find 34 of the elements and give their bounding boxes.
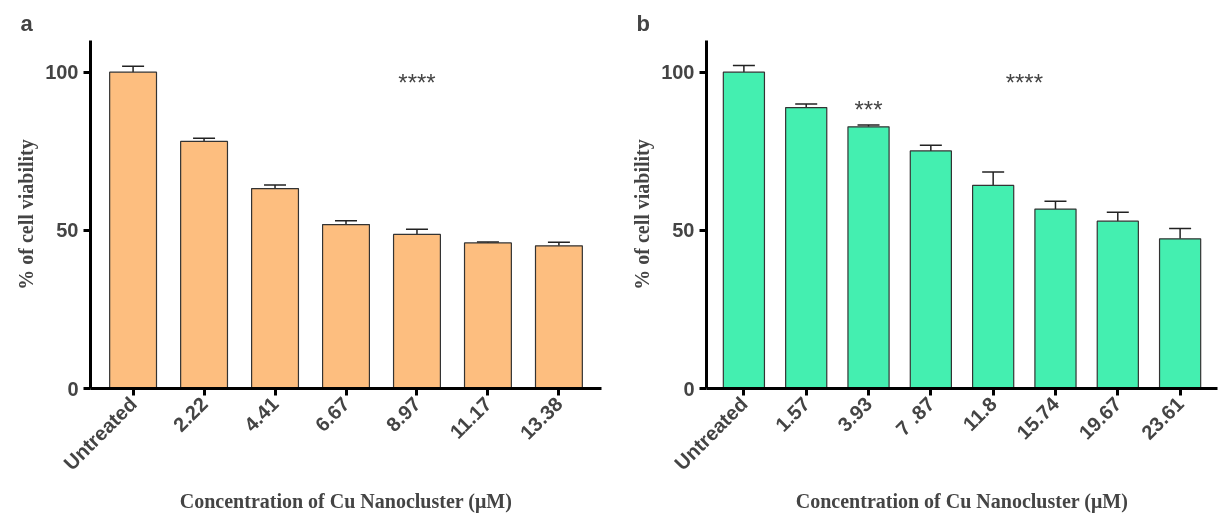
bar: [392, 233, 441, 389]
y-tick-label: 0: [683, 377, 695, 400]
bar: [1158, 238, 1202, 389]
y-tick-label: 50: [672, 219, 695, 242]
bar: [971, 184, 1015, 389]
annotation: ***: [854, 95, 883, 123]
x-axis-title: Concentration of Cu Nanocluster (μM): [179, 490, 512, 514]
bar: [109, 71, 158, 389]
x-tick-label: 3.93: [833, 392, 877, 436]
y-axis-title: % of cell viability: [631, 139, 655, 290]
annotation: ****: [398, 69, 436, 97]
y-tick-label: 0: [67, 377, 79, 400]
chart-title: a: [20, 10, 34, 36]
y-tick-label: 50: [56, 219, 79, 242]
bar: [1034, 208, 1077, 389]
bar: [180, 140, 229, 389]
x-tick-label: 7 .87: [891, 392, 939, 440]
y-tick-label: 100: [661, 61, 695, 84]
y-tick-label: 100: [45, 61, 79, 84]
x-tick-label: 11.8: [958, 392, 1001, 436]
annotation: ****: [1005, 69, 1043, 97]
bar: [909, 150, 953, 389]
bar: [1096, 220, 1139, 389]
bar: [251, 187, 300, 389]
y-axis-title: % of cell viability: [15, 139, 39, 290]
chart-title: b: [636, 10, 650, 36]
bar: [785, 106, 828, 389]
x-tick-label: 4.41: [239, 392, 283, 436]
bar: [534, 245, 583, 389]
bar: [321, 224, 371, 389]
bar: [847, 126, 890, 389]
x-axis-title: Concentration of Cu Nanocluster (μM): [795, 490, 1128, 514]
bar: [463, 242, 512, 389]
bar: [722, 71, 766, 389]
